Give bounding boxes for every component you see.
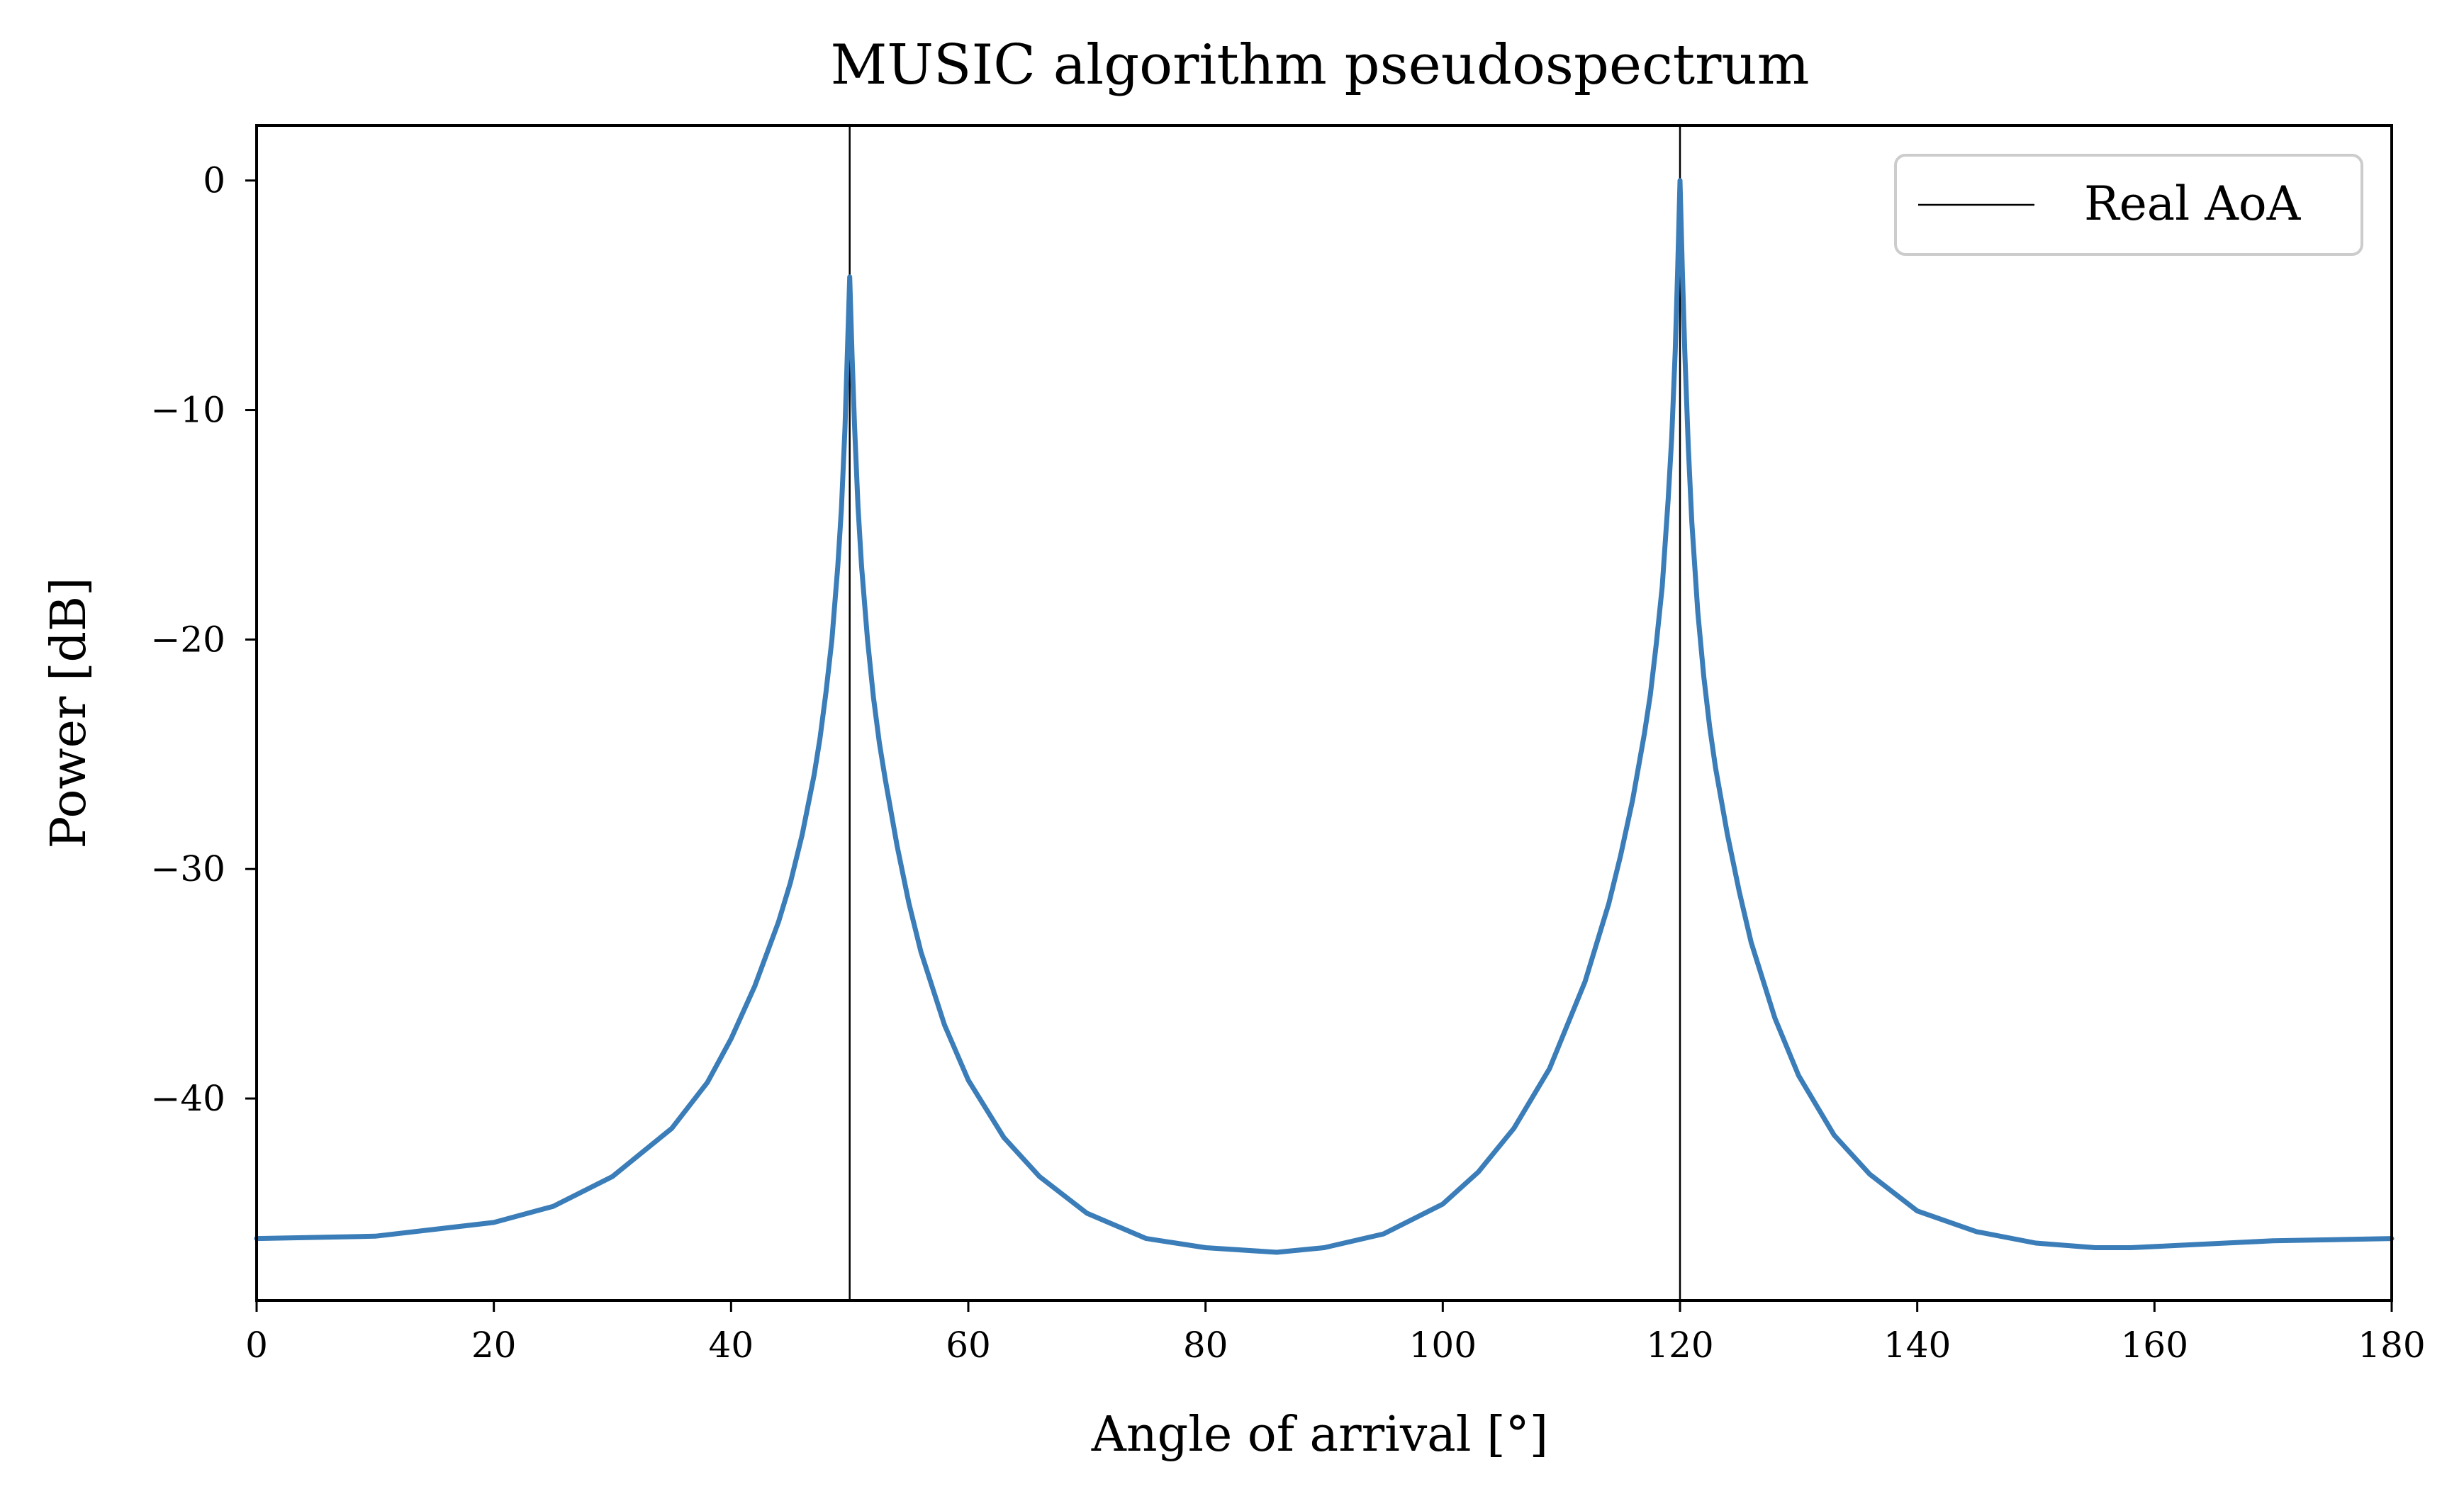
x-tick-label-0: 0: [245, 1325, 268, 1366]
x-tick-label-100: 100: [1409, 1325, 1477, 1366]
legend: Real AoA: [1894, 154, 2363, 256]
series-layer: [254, 178, 2395, 1255]
x-tick-label-140: 140: [1883, 1325, 1951, 1366]
y-axis: 0 −10 −20 −30 −40: [150, 160, 257, 1119]
y-tick-label-0: 0: [203, 160, 225, 201]
x-tick-label-160: 160: [2121, 1325, 2188, 1366]
x-axis: 0 20 40 60 80 100 120 140 160 180: [245, 1300, 2426, 1366]
y-tick-label-1: −10: [150, 390, 225, 431]
x-axis-label: Angle of arrival [°]: [1091, 1407, 1548, 1463]
x-tick-label-80: 80: [1183, 1325, 1228, 1366]
y-tick-label-4: −40: [150, 1078, 225, 1119]
y-tick-label-3: −30: [150, 848, 225, 889]
y-tick-label-2: −20: [150, 619, 225, 660]
series-line-1: [254, 178, 2395, 1255]
x-tick-label-120: 120: [1646, 1325, 1713, 1366]
x-tick-label-180: 180: [2358, 1325, 2425, 1366]
legend-label-real-aoa: Real AoA: [2084, 176, 2302, 231]
plot-frame: [255, 124, 2393, 1302]
legend-box: [1894, 154, 2363, 256]
x-tick-label-60: 60: [946, 1325, 991, 1366]
x-tick-label-20: 20: [471, 1325, 517, 1366]
y-axis-label: Power [dB]: [41, 577, 97, 848]
chart-title: MUSIC algorithm pseudospectrum: [830, 33, 1809, 97]
x-tick-label-40: 40: [709, 1325, 754, 1366]
